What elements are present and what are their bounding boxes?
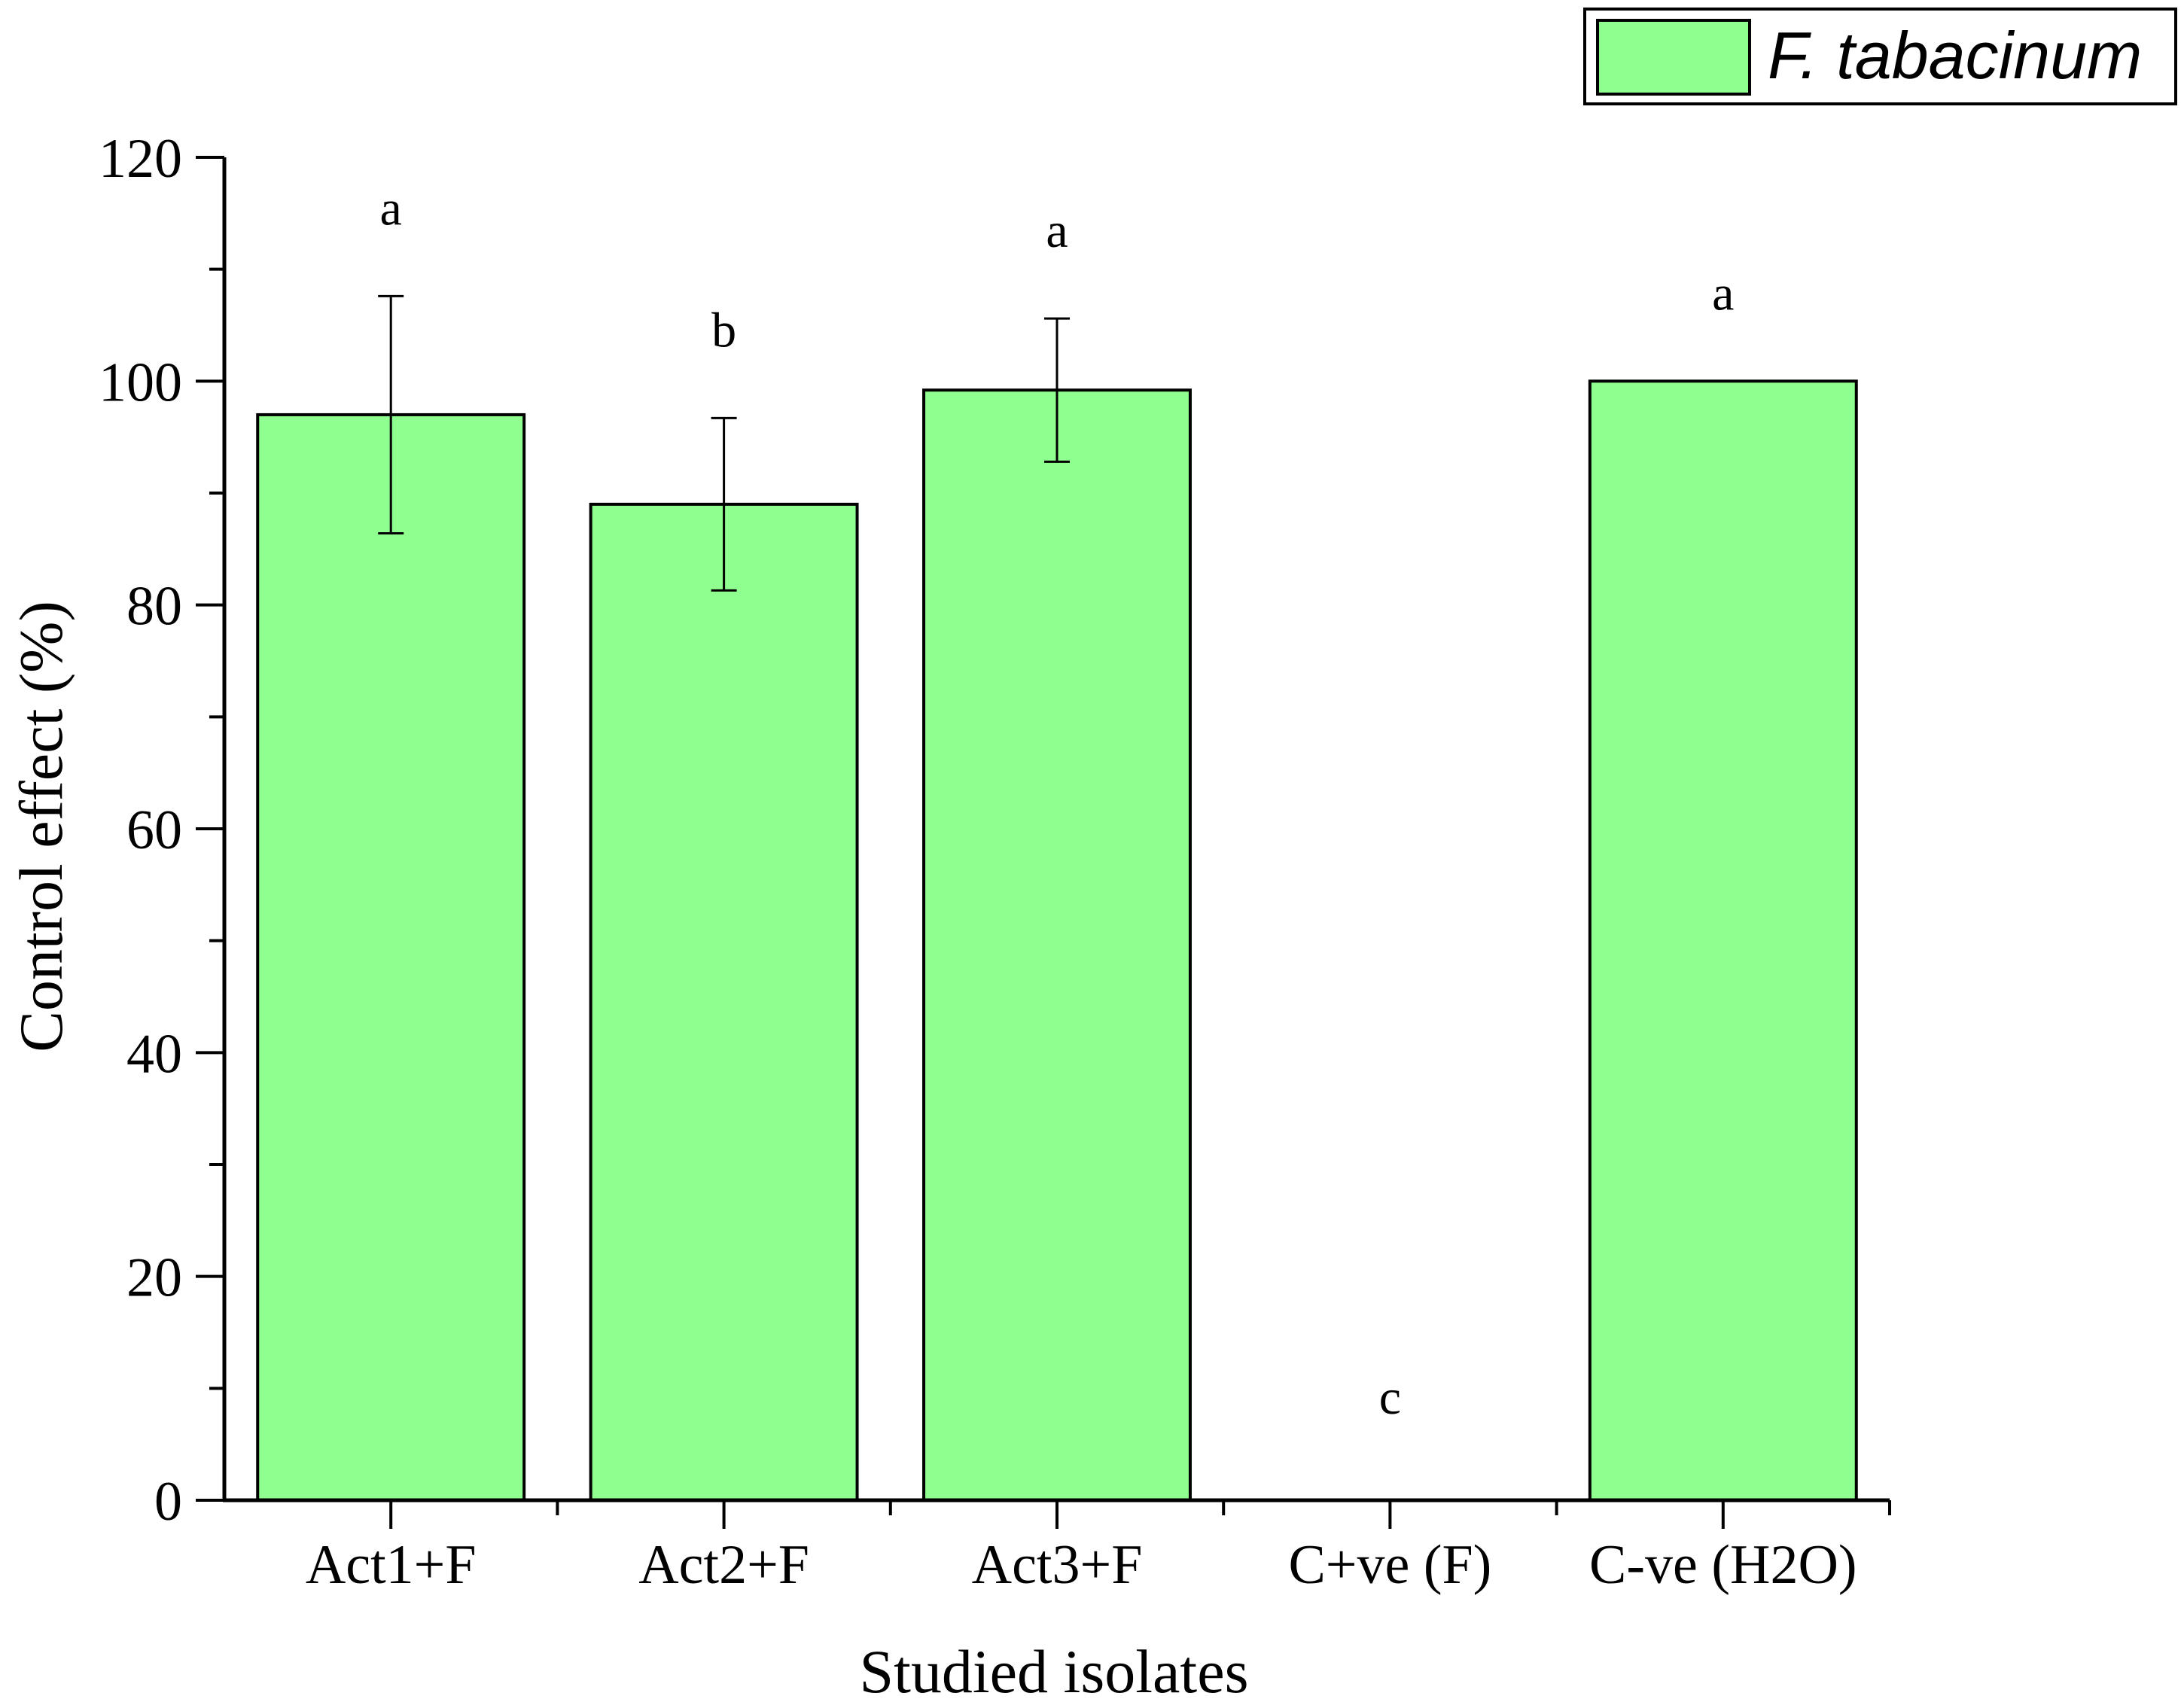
significance-label-1: a xyxy=(380,181,402,236)
x-tick-label-1: Act1+F xyxy=(306,1534,477,1596)
x-tick-label-5: C-ve (H2O) xyxy=(1589,1534,1857,1596)
significance-label-4: c xyxy=(1379,1370,1401,1425)
y-tick-label-0: 0 xyxy=(154,1471,182,1533)
significance-label-5: a xyxy=(1712,266,1734,321)
y-tick-label-100: 100 xyxy=(99,352,182,413)
significance-label-3: a xyxy=(1046,203,1068,258)
bar-2 xyxy=(589,502,859,1502)
legend: F. tabacinum xyxy=(1583,8,2177,105)
bar-5 xyxy=(1588,379,1858,1502)
y-tick-label-120: 120 xyxy=(99,128,182,190)
legend-swatch xyxy=(1596,19,1751,96)
bar-3 xyxy=(922,388,1192,1502)
x-axis-title: Studied isolates xyxy=(859,1637,1248,1706)
y-tick-label-60: 60 xyxy=(126,799,182,861)
x-tick-label-4: C+ve (F) xyxy=(1288,1534,1491,1596)
y-tick-label-20: 20 xyxy=(126,1247,182,1309)
x-tick-label-2: Act2+F xyxy=(638,1534,809,1596)
plot-area: a Act1+F b Act2+F a Act3+F c C+ve (F) a C-ve (H2O… xyxy=(99,128,1891,1596)
y-axis-title: Control effect (%) xyxy=(7,601,75,1052)
y-tick-label-80: 80 xyxy=(126,576,182,638)
bar-1 xyxy=(256,413,526,1502)
y-tick-label-40: 40 xyxy=(126,1023,182,1085)
x-tick-label-3: Act3+F xyxy=(972,1534,1143,1596)
legend-label: F. tabacinum xyxy=(1768,18,2142,93)
significance-label-2: b xyxy=(711,303,736,358)
